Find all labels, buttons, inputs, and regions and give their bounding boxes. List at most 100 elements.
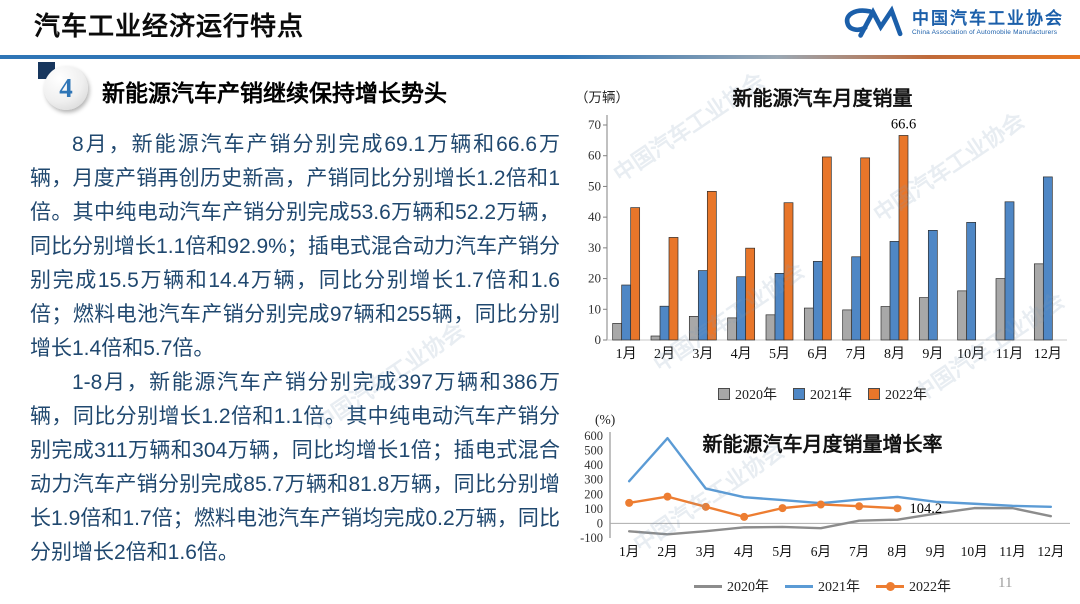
svg-text:60: 60: [588, 148, 601, 163]
bar: [630, 207, 641, 341]
body-text: 8月，新能源汽车产销分别完成69.1万辆和66.6万辆，月度产销再创历史新高，产…: [30, 128, 560, 570]
svg-text:3月: 3月: [696, 544, 716, 559]
bar: [803, 307, 814, 341]
legend-item-2021年: 2021年: [793, 384, 852, 404]
svg-text:8月: 8月: [887, 544, 907, 559]
bar: [621, 284, 632, 341]
header-divider: [0, 55, 1080, 59]
svg-text:0: 0: [597, 516, 603, 530]
marker-dot: [625, 498, 634, 507]
legend-item-2020年: 2020年: [718, 384, 777, 404]
marker-dot: [816, 500, 825, 509]
bar: [880, 306, 891, 341]
svg-text:200: 200: [584, 487, 603, 501]
marker-dot: [855, 502, 864, 511]
line-chart-legend: 2020年 2021年 2022年: [565, 576, 1080, 596]
svg-text:0: 0: [595, 332, 602, 347]
legend-label: 2021年: [818, 580, 860, 595]
series-line: [627, 436, 1053, 509]
bar-chart-legend: 2020年 2021年 2022年: [565, 384, 1080, 404]
bar: [966, 222, 977, 341]
bar: [736, 276, 747, 341]
legend-line-swatch: [876, 581, 904, 591]
svg-text:100: 100: [584, 502, 603, 516]
bar-chart-unit-label: （万辆）: [575, 90, 629, 105]
marker-dot: [740, 512, 749, 521]
bar: [812, 261, 823, 341]
svg-text:70: 70: [588, 117, 601, 132]
svg-text:10月: 10月: [961, 544, 988, 559]
svg-text:10: 10: [588, 301, 601, 316]
marker-dot: [663, 492, 672, 501]
line-chart: (%) 新能源汽车月度销量增长率 600 500 400 300 200 100 0 -100…: [565, 412, 1080, 602]
legend-item-2022年: 2022年: [876, 576, 951, 596]
bar: [889, 241, 900, 341]
bar-series-2021年: [621, 176, 1053, 341]
page-number: 11: [998, 575, 1013, 591]
svg-text:6月: 6月: [811, 544, 831, 559]
svg-text:30: 30: [588, 240, 601, 255]
svg-text:7月: 7月: [846, 346, 867, 362]
line-series-2022年: [625, 492, 902, 521]
svg-text:2月: 2月: [657, 544, 677, 559]
bar: [688, 316, 699, 341]
legend-label: 2020年: [727, 580, 769, 595]
bar-series-2022年: [630, 135, 909, 341]
bar: [995, 278, 1006, 341]
legend-label: 2020年: [735, 388, 777, 403]
legend-swatch: [868, 388, 880, 400]
body-paragraph-1: 8月，新能源汽车产销分别完成69.1万辆和66.6万辆，月度产销再创历史新高，产…: [30, 133, 560, 360]
bar: [612, 323, 623, 341]
bar: [1004, 201, 1015, 341]
svg-text:400: 400: [584, 458, 603, 472]
bar: [727, 317, 738, 341]
legend-line-swatch: [694, 584, 722, 588]
legend-label: 2021年: [810, 388, 852, 403]
bar-chart-canvas: 0 10 20 30 40 50 60 70 1月 2月 3月 4月 5月 6月 7月 8月 9月 10月 11月 1…: [588, 115, 1067, 362]
bar: [668, 237, 679, 341]
legend-line-swatch: [785, 584, 813, 588]
svg-text:500: 500: [584, 444, 603, 458]
legend-swatch: [793, 388, 805, 400]
svg-text:12月: 12月: [1037, 544, 1064, 559]
bar: [650, 335, 661, 341]
svg-text:5月: 5月: [772, 544, 792, 559]
bar-series-2020年: [612, 263, 1044, 341]
svg-text:104.2: 104.2: [910, 501, 943, 517]
marker-dot: [701, 502, 710, 511]
legend-item-2020年: 2020年: [694, 576, 769, 596]
series-line: [627, 506, 1053, 536]
bar: [918, 297, 929, 341]
section-number: 4: [59, 72, 73, 103]
bar: [783, 202, 794, 341]
svg-text:4月: 4月: [734, 544, 754, 559]
bar: [706, 190, 717, 341]
bar: [851, 256, 862, 341]
svg-text:50: 50: [588, 178, 601, 193]
svg-text:9月: 9月: [922, 346, 943, 362]
bar: [957, 290, 968, 341]
legend-item-2021年: 2021年: [785, 576, 860, 596]
legend-marker-dot: [886, 581, 895, 591]
bar: [860, 157, 871, 341]
svg-text:4月: 4月: [731, 346, 752, 362]
svg-text:6月: 6月: [807, 346, 828, 362]
section-number-badge: 4: [44, 66, 88, 110]
bar: [765, 314, 776, 341]
svg-text:600: 600: [584, 429, 603, 443]
svg-text:11月: 11月: [996, 346, 1023, 362]
marker-dot: [893, 504, 902, 513]
svg-text:1月: 1月: [619, 544, 639, 559]
svg-text:1月: 1月: [616, 346, 637, 362]
bar: [659, 305, 670, 341]
section-heading: 新能源汽车产销继续保持增长势头: [102, 80, 447, 106]
bar: [898, 135, 909, 341]
svg-text:9月: 9月: [926, 544, 946, 559]
line-series-2021年: [627, 436, 1053, 509]
logo-org-name-en: China Association of Automobile Manufact…: [912, 28, 1058, 36]
svg-text:7月: 7月: [849, 544, 869, 559]
bar-chart: （万辆） 新能源汽车月度销量 0 10 20 30 40 50 60 70 1月 2月 3月 4月 5月…: [565, 78, 1080, 410]
svg-text:10月: 10月: [957, 346, 985, 362]
svg-text:5月: 5月: [769, 346, 790, 362]
